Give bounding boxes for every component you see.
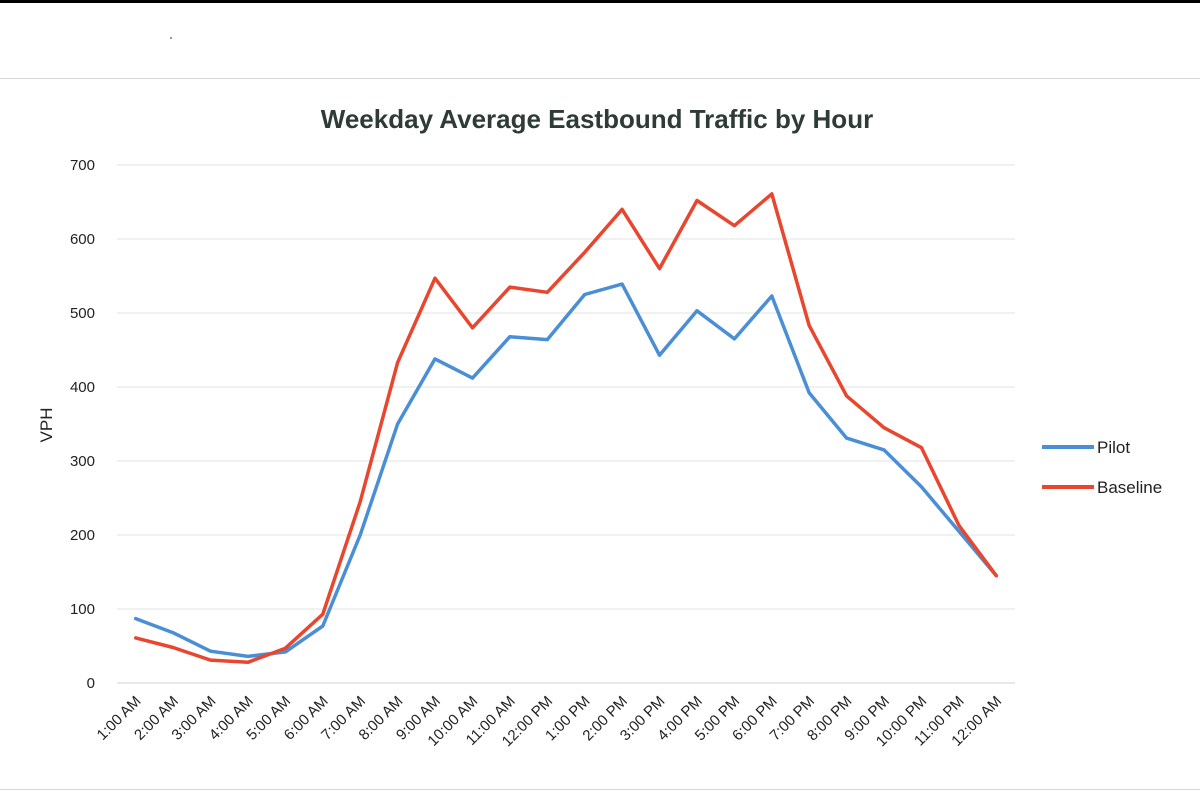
data-point-pilot: [957, 529, 961, 533]
series-lines: [133, 192, 999, 665]
data-point-pilot: [620, 282, 624, 286]
y-tick-label: 600: [70, 231, 95, 248]
data-point-baseline: [994, 574, 998, 578]
data-point-pilot: [171, 631, 175, 635]
data-point-baseline: [283, 646, 287, 650]
data-point-pilot: [770, 294, 774, 298]
top-border-rule: [0, 0, 1200, 3]
y-tick-label: 400: [70, 379, 95, 396]
data-point-baseline: [845, 394, 849, 398]
data-point-baseline: [583, 250, 587, 254]
y-tick-label: 0: [87, 675, 95, 692]
data-point-baseline: [246, 660, 250, 664]
x-tick-labels: 1:00 AM2:00 AM3:00 AM4:00 AM5:00 AM6:00 …: [94, 693, 1006, 750]
data-point-baseline: [470, 326, 474, 330]
y-tick-label: 700: [70, 157, 95, 174]
data-point-pilot: [695, 309, 699, 313]
y-axis-label: VPH: [37, 408, 56, 443]
data-point-baseline: [957, 523, 961, 527]
y-tick-labels: 0 100 200 300 400 500 600 700: [70, 157, 95, 692]
data-point-pilot: [508, 335, 512, 339]
y-tick-label: 500: [70, 305, 95, 322]
data-point-pilot: [209, 649, 213, 653]
data-point-pilot: [134, 617, 138, 621]
data-point-pilot: [358, 533, 362, 537]
data-point-baseline: [209, 658, 213, 662]
data-point-baseline: [134, 636, 138, 640]
data-point-baseline: [658, 267, 662, 271]
data-point-pilot: [283, 650, 287, 654]
data-point-baseline: [770, 192, 774, 196]
data-point-baseline: [171, 645, 175, 649]
data-point-baseline: [732, 224, 736, 228]
data-point-pilot: [545, 338, 549, 342]
data-point-pilot: [246, 654, 250, 658]
data-point-baseline: [358, 500, 362, 504]
data-point-baseline: [807, 324, 811, 328]
data-point-pilot: [807, 391, 811, 395]
data-point-pilot: [882, 448, 886, 452]
data-point-baseline: [321, 612, 325, 616]
data-point-baseline: [620, 207, 624, 211]
data-point-pilot: [919, 485, 923, 489]
data-point-baseline: [919, 446, 923, 450]
legend-label-pilot: Pilot: [1097, 438, 1130, 457]
data-point-pilot: [396, 422, 400, 426]
data-point-pilot: [470, 376, 474, 380]
y-tick-label: 300: [70, 453, 95, 470]
data-point-baseline: [396, 361, 400, 365]
data-point-baseline: [433, 276, 437, 280]
chart-title: Weekday Average Eastbound Traffic by Hou…: [321, 104, 873, 134]
series-line-pilot: [133, 282, 999, 659]
data-point-pilot: [321, 624, 325, 628]
data-point-baseline: [882, 426, 886, 430]
gridlines: [117, 164, 1015, 684]
legend: Pilot Baseline: [1042, 438, 1162, 497]
data-point-pilot: [658, 353, 662, 357]
chart-frame: [0, 78, 1200, 790]
scan-speck: [170, 37, 172, 39]
data-point-pilot: [845, 436, 849, 440]
data-point-baseline: [508, 285, 512, 289]
data-point-baseline: [545, 290, 549, 294]
data-point-baseline: [695, 199, 699, 203]
series-line-baseline: [133, 192, 999, 665]
data-point-pilot: [433, 357, 437, 361]
y-tick-label: 200: [70, 527, 95, 544]
y-tick-label: 100: [70, 601, 95, 618]
legend-label-baseline: Baseline: [1097, 478, 1162, 497]
data-point-pilot: [732, 337, 736, 341]
data-point-pilot: [583, 293, 587, 296]
